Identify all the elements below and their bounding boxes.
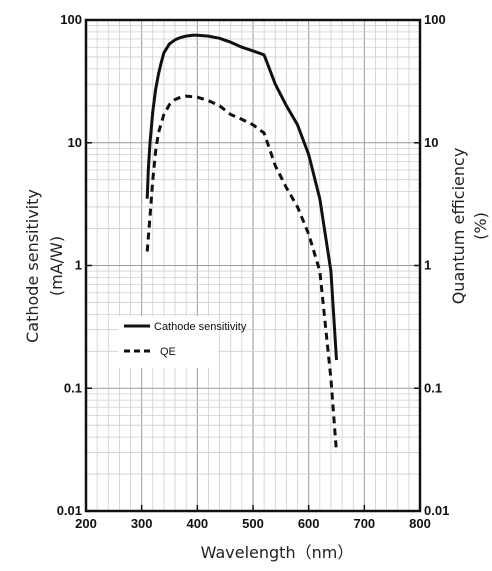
chart-series xyxy=(145,33,338,453)
y-right-tick-label: 0.01 xyxy=(424,503,449,518)
x-tick-label: 800 xyxy=(409,516,431,531)
y-right-tick-label: 1 xyxy=(424,258,431,273)
y-right-tick-label: 0.1 xyxy=(424,380,442,395)
legend-label-qe: QE xyxy=(160,346,176,358)
y-left-axis-title: Cathode sensitivity (mA/W) xyxy=(23,189,66,343)
y-left-axis-title-line2: (mA/W) xyxy=(47,236,66,296)
y-left-tick-label: 100 xyxy=(60,12,82,27)
x-tick-label: 600 xyxy=(298,516,320,531)
axis-ticks xyxy=(85,19,421,512)
y-right-tick-label: 10 xyxy=(424,135,438,150)
chart-legend: Cathode sensitivity QE xyxy=(124,321,247,358)
x-tick-label: 700 xyxy=(353,516,375,531)
y-left-tick-label: 1 xyxy=(75,258,82,273)
y-left-tick-label: 0.1 xyxy=(64,380,82,395)
y-left-tick-label: 0.01 xyxy=(57,503,82,518)
x-axis-title: Wavelength（nm） xyxy=(201,543,354,562)
y-left-axis-title-line1: Cathode sensitivity xyxy=(23,189,42,343)
axis-tick-labels: 200 300 400 500 600 700 8000.010.11101000.010.… xyxy=(57,12,450,531)
y-right-axis-title: Quantum efficiency (%) xyxy=(449,148,490,305)
x-tick-label: 200 xyxy=(75,516,97,531)
y-left-tick-label: 10 xyxy=(68,135,82,150)
y-right-axis-title-line2: (%) xyxy=(471,212,490,240)
y-right-axis-title-line1: Quantum efficiency xyxy=(449,148,468,305)
x-tick-label: 400 xyxy=(186,516,208,531)
legend-label-cathode-sensitivity: Cathode sensitivity xyxy=(154,321,247,333)
series-line-cathode-sensitivity xyxy=(145,33,338,361)
x-tick-label: 300 xyxy=(131,516,153,531)
x-tick-label: 500 xyxy=(242,516,264,531)
y-right-tick-label: 100 xyxy=(424,12,446,27)
chart-grid xyxy=(85,20,421,512)
series-line-qe xyxy=(145,94,338,453)
